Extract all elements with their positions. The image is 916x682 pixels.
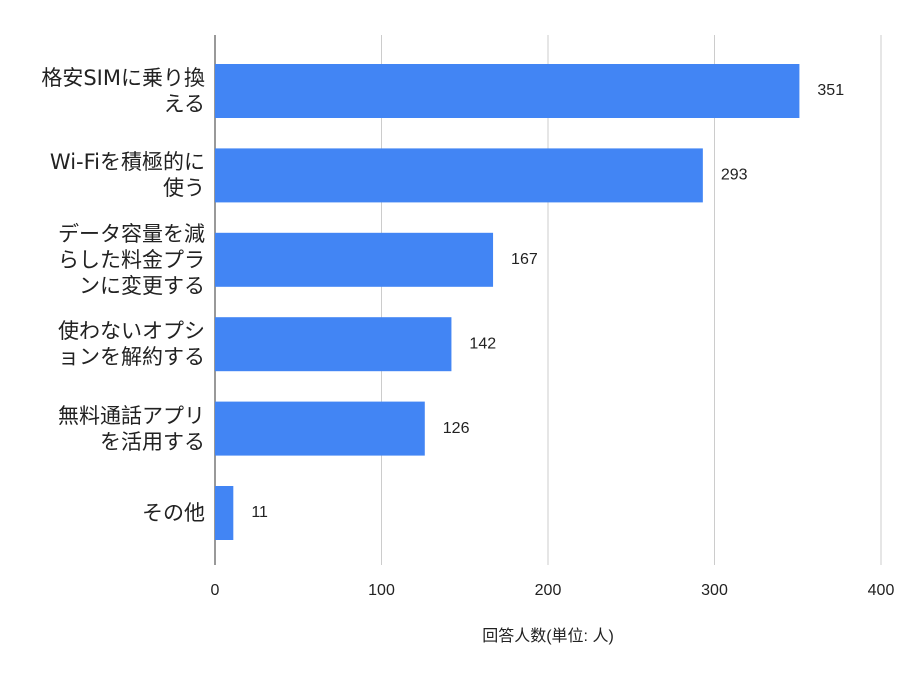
y-tick-label: 使わないオプションを解約する (58, 319, 205, 370)
bar (215, 486, 234, 540)
value-label: 11 (251, 504, 268, 521)
x-axis-title: 回答人数(単位: 人) (482, 627, 614, 645)
y-tick-label: 無料通話アプリを活用する (58, 403, 205, 454)
x-tick-label: 100 (368, 582, 395, 599)
value-label: 142 (469, 335, 496, 352)
y-tick-label: Wi-Fiを積極的に使う (49, 150, 205, 201)
x-tick-label: 0 (211, 582, 220, 599)
bar (215, 232, 494, 287)
value-label: 293 (721, 167, 748, 184)
x-tick-label: 300 (701, 582, 728, 599)
bar (215, 64, 800, 118)
y-tick-label: その他 (142, 501, 205, 525)
y-tick-label: 格安SIMに乗り換える (41, 66, 205, 116)
y-tick-label: データ容量を減らした料金プランに変更する (58, 221, 205, 298)
x-tick-label: 400 (868, 582, 895, 599)
x-tick-label: 200 (535, 582, 562, 599)
value-label: 167 (511, 251, 538, 268)
value-label: 351 (817, 82, 844, 99)
value-label: 126 (443, 420, 470, 437)
bar (215, 317, 452, 372)
bar (215, 401, 425, 456)
bar (215, 148, 703, 203)
